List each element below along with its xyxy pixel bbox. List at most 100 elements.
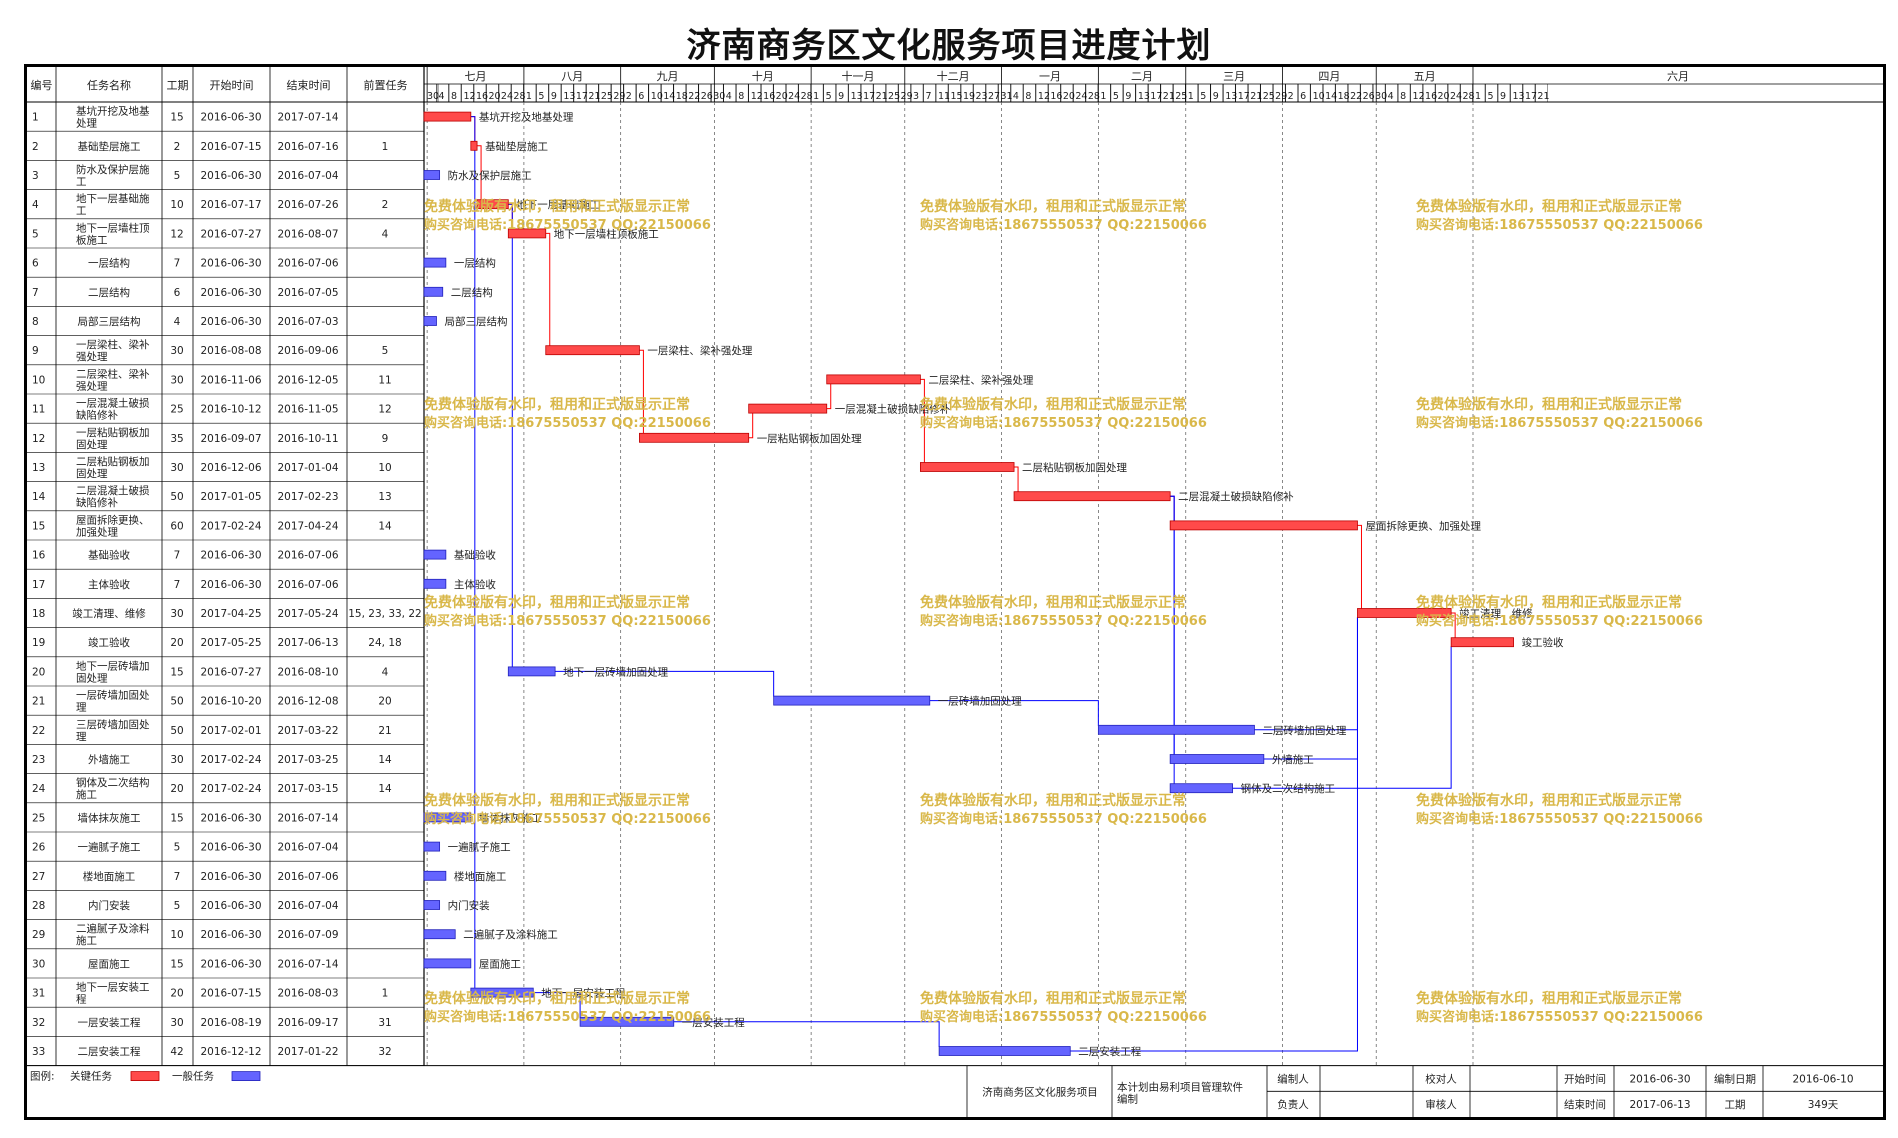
task-name-line1: 地下一层基础施 (76, 192, 150, 205)
task-name-line1: 三层砖墙加固处 (76, 718, 150, 731)
watermark-line: 购买咨询电话:18675550537 QQ:22150066 (920, 217, 1207, 233)
day-tick-label: 6 (638, 91, 644, 102)
day-tick-label: 25 (601, 91, 613, 102)
footer-project: 济南商务区文化服务项目 (982, 1085, 1098, 1098)
task-start: 2016-09-07 (200, 433, 261, 445)
day-tick-label: 20 (1063, 91, 1075, 102)
day-tick-label: 28 (513, 91, 525, 102)
task-start: 2017-02-24 (200, 520, 261, 532)
task-name: 基础验收 (88, 549, 130, 562)
task-bar-label: 二遍腻子及涂料施工 (463, 928, 557, 941)
task-end: 2016-07-14 (277, 958, 338, 970)
task-name-line2: 强处理 (76, 380, 108, 392)
task-start: 2016-08-19 (200, 1017, 261, 1029)
task-end: 2016-07-26 (277, 199, 338, 211)
task-bar-label: 二层混凝土破损缺陷修补 (1178, 490, 1294, 503)
day-tick-label: 29 (1275, 91, 1287, 102)
watermark-line: 免费体验版有水印，租用和正式版显示正常 (424, 990, 690, 1007)
footer-made-label: 编制日期 (1714, 1072, 1756, 1085)
task-end: 2017-02-23 (277, 491, 338, 503)
task-end: 2016-07-16 (277, 141, 338, 153)
watermark-line: 免费体验版有水印，租用和正式版显示正常 (424, 792, 690, 809)
task-name-line1: 二层梁柱、梁补 (76, 367, 150, 380)
task-bar-label: 一遍腻子施工 (448, 841, 511, 854)
day-tick-label: 25 (888, 91, 900, 102)
day-tick-label: 21 (588, 91, 600, 102)
task-predecessor: 1 (382, 141, 389, 153)
day-tick-label: 29 (613, 91, 625, 102)
day-tick-label: 20 (776, 91, 788, 102)
dependency-link (1014, 466, 1019, 493)
day-tick-label: 27 (988, 91, 1000, 102)
dependency-link (1451, 612, 1456, 639)
task-start: 2016-12-12 (200, 1046, 261, 1058)
column-header: 结束时间 (287, 79, 331, 92)
task-name-line2: 强处理 (76, 351, 108, 363)
column-header: 前置任务 (364, 78, 408, 92)
task-duration: 50 (170, 696, 183, 708)
day-tick-label: 4 (726, 91, 732, 102)
task-duration: 7 (174, 258, 181, 270)
task-bar (423, 111, 472, 122)
task-name: 基础垫层施工 (78, 140, 141, 153)
task-bar (545, 345, 640, 356)
task-id: 17 (32, 579, 45, 591)
day-tick-label: 28 (1463, 91, 1475, 102)
watermark-line: 购买咨询电话:18675550537 QQ:22150066 (424, 613, 711, 629)
footer-end-label: 结束时间 (1564, 1098, 1606, 1111)
day-tick-label: 2 (626, 91, 632, 102)
legend-critical-label: 关键任务 (70, 1070, 112, 1083)
task-end: 2016-07-04 (277, 170, 338, 182)
task-duration: 7 (174, 579, 181, 591)
task-end: 2016-12-08 (277, 696, 338, 708)
day-tick-label: 1 (1188, 91, 1194, 102)
day-tick-label: 7 (926, 91, 932, 102)
task-end: 2017-06-13 (277, 637, 338, 649)
day-tick-label: 16 (763, 91, 775, 102)
task-name-line2: 理 (76, 731, 87, 743)
watermark-line: 购买咨询电话:18675550537 QQ:22150066 (1416, 1009, 1703, 1025)
task-end: 2016-07-06 (277, 258, 338, 270)
task-name-line1: 基坑开挖及地基 (76, 105, 150, 118)
task-name: 二层结构 (88, 286, 130, 299)
task-bar (773, 695, 931, 706)
task-predecessor: 4 (382, 666, 389, 678)
watermark-line: 购买咨询电话:18675550537 QQ:22150066 (424, 415, 711, 431)
task-bar (476, 199, 509, 210)
task-start: 2016-07-27 (200, 666, 261, 678)
task-start: 2016-06-30 (200, 112, 261, 124)
task-bar (1097, 724, 1255, 735)
watermark-line: 免费体验版有水印，租用和正式版显示正常 (424, 396, 690, 413)
task-bar-label: 地下一层基础施工 (516, 198, 600, 211)
task-bar (423, 958, 472, 969)
day-tick-label: 13 (563, 91, 575, 102)
task-id: 33 (32, 1046, 45, 1058)
day-tick-label: 10 (1313, 91, 1325, 102)
day-tick-label: 4 (1013, 91, 1019, 102)
day-tick-label: 8 (451, 91, 457, 102)
task-start: 2017-01-05 (200, 491, 261, 503)
task-duration: 6 (174, 287, 181, 299)
day-tick-label: 30 (1375, 91, 1387, 102)
task-end: 2016-07-06 (277, 579, 338, 591)
watermark-line: 免费体验版有水印，租用和正式版显示正常 (1416, 990, 1682, 1007)
dependency-link (748, 412, 754, 439)
task-duration: 50 (170, 491, 183, 503)
task-name: 二层安装工程 (78, 1045, 141, 1058)
task-bar-label: 基坑开挖及地基处理 (479, 111, 574, 124)
task-predecessor: 15, 23, 33, 22 (348, 608, 421, 620)
task-bar (919, 462, 1015, 472)
day-tick-label: 14 (663, 91, 675, 102)
task-start: 2016-06-30 (200, 316, 261, 328)
task-end: 2016-09-17 (277, 1017, 338, 1029)
day-tick-label: 21 (1163, 91, 1175, 102)
day-tick-label: 15 (950, 91, 962, 102)
task-bar-label: 地下一层墙柱顶板施工 (554, 227, 659, 240)
watermark-line: 免费体验版有水印，租用和正式版显示正常 (920, 396, 1186, 413)
watermark-line: 购买咨询电话:18675550537 QQ:22150066 (920, 1009, 1207, 1025)
task-start: 2016-06-30 (200, 170, 261, 182)
day-tick-label: 24 (501, 91, 513, 102)
task-bar (423, 929, 456, 940)
task-end: 2016-07-09 (277, 929, 338, 941)
